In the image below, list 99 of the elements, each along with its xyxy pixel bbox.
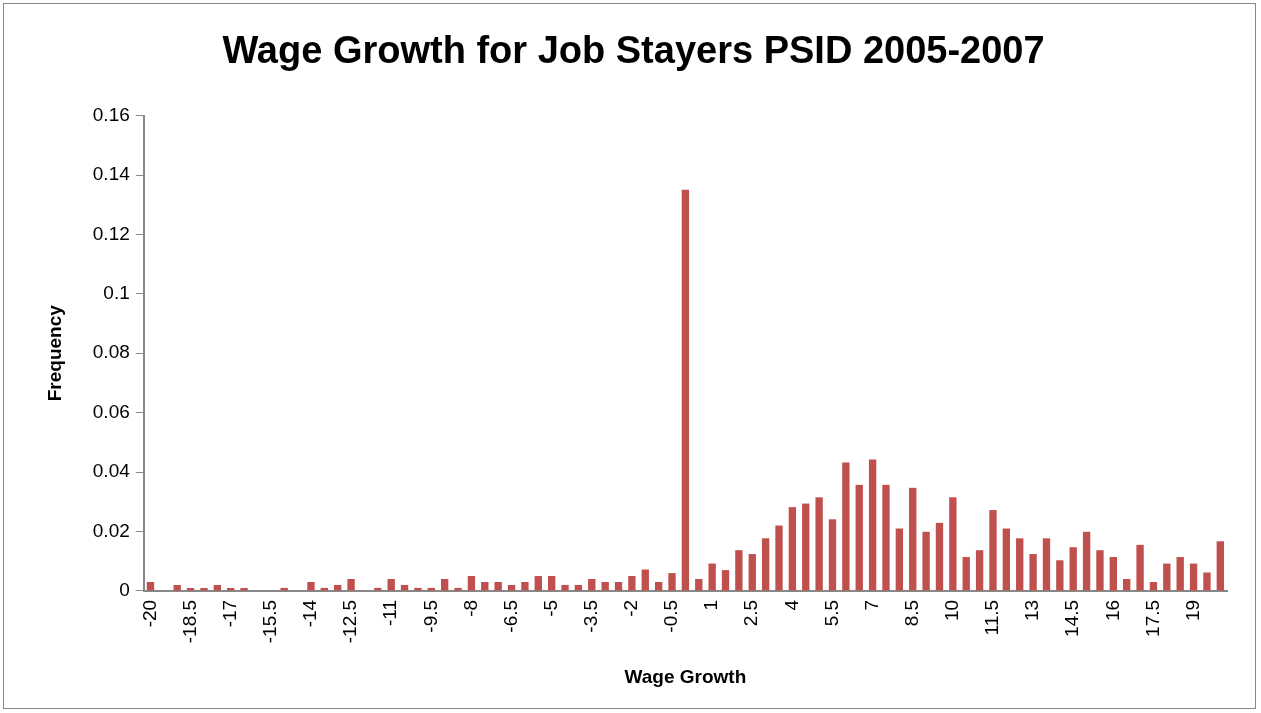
bar: [748, 554, 756, 591]
bar: [1029, 554, 1037, 591]
bar: [855, 484, 863, 591]
bar: [882, 484, 890, 591]
x-tick-label: 1: [700, 599, 722, 611]
bar: [1069, 547, 1077, 591]
x-tick-label: 16: [1101, 599, 1123, 622]
y-tick-label: 0.14: [92, 163, 131, 185]
y-tick-label: 0: [119, 579, 130, 601]
bar: [842, 462, 850, 591]
x-tick-label: -6.5: [499, 599, 521, 633]
bar: [1149, 581, 1158, 591]
x-tick-label: 4: [780, 599, 802, 611]
bar: [695, 579, 703, 591]
chart-title: Wage Growth for Job Stayers PSID 2005-2007: [222, 29, 1045, 72]
x-tick-label: 13: [1021, 599, 1043, 622]
x-tick-label: -12.5: [339, 599, 361, 644]
bar: [761, 538, 770, 591]
bar: [481, 581, 489, 591]
bar: [735, 550, 743, 591]
bar: [975, 550, 984, 591]
bar: [1216, 541, 1224, 591]
bar: [1136, 544, 1144, 591]
bar: [668, 573, 676, 591]
bar: [1163, 563, 1171, 591]
bar: [1189, 563, 1198, 591]
x-tick-label: 8.5: [900, 599, 922, 627]
bar: [467, 576, 476, 591]
bar: [708, 563, 716, 591]
x-tick-label: -15.5: [259, 599, 281, 644]
bar: [494, 581, 502, 591]
bar: [1016, 538, 1024, 591]
y-tick-label: 0.1: [103, 282, 130, 304]
bar: [534, 576, 542, 591]
x-tick-label: 19: [1181, 599, 1203, 622]
bar: [1082, 531, 1091, 591]
bar: [1123, 579, 1131, 591]
x-tick-label: -18.5: [178, 599, 200, 644]
bar: [1002, 528, 1011, 591]
bar: [588, 579, 596, 591]
bar: [1096, 550, 1104, 591]
bar: [949, 497, 957, 591]
bar: [1203, 572, 1211, 591]
x-tick-label: 10: [941, 599, 963, 622]
bar: [521, 581, 529, 591]
bar: [1109, 557, 1118, 591]
x-axis-title: Wage Growth: [624, 665, 747, 687]
bar: [387, 579, 395, 591]
y-tick-label: 0.12: [92, 222, 130, 244]
bar: [895, 528, 904, 591]
x-tick-label: -11: [379, 599, 401, 626]
x-tick-label: 14.5: [1061, 599, 1083, 637]
x-tick-label: -17: [218, 599, 240, 628]
bar: [962, 557, 970, 591]
bar: [721, 570, 730, 591]
bar: [1056, 560, 1064, 591]
bar: [815, 497, 823, 591]
bar: [347, 579, 355, 591]
x-tick-label: 11.5: [981, 599, 1003, 636]
x-tick-label: -3.5: [580, 599, 602, 633]
y-axis-title: Frequency: [43, 304, 65, 402]
bar: [1176, 557, 1184, 591]
bar: [935, 522, 944, 591]
bar: [802, 503, 810, 591]
bar: [547, 576, 556, 591]
x-tick-label: -8: [459, 599, 481, 617]
x-tick-label: -9.5: [419, 599, 441, 633]
x-tick-label: -0.5: [660, 599, 682, 633]
bar: [628, 576, 636, 591]
x-tick-label: -5: [539, 599, 561, 617]
bar: [441, 579, 449, 591]
x-tick-label: -14: [299, 599, 321, 628]
y-tick-label: 0.02: [92, 519, 130, 541]
x-tick-label: 5.5: [820, 599, 842, 627]
y-tick-label: 0.04: [92, 460, 131, 482]
x-tick-label: -2: [620, 599, 642, 617]
bar: [601, 581, 609, 591]
bar: [868, 459, 877, 591]
bar: [922, 531, 930, 591]
bar: [828, 519, 837, 591]
bar: [681, 189, 690, 591]
bar: [614, 581, 623, 591]
bar: [307, 581, 315, 591]
bar: [788, 507, 797, 591]
y-tick-label: 0.08: [92, 341, 130, 363]
bar: [654, 581, 663, 591]
x-tick-label: 17.5: [1141, 599, 1163, 637]
y-tick-label: 0.16: [92, 103, 130, 125]
bar: [989, 510, 997, 591]
x-tick-label: 7: [860, 599, 882, 611]
y-tick-label: 0.06: [92, 400, 130, 422]
bar: [561, 584, 569, 591]
bar: [775, 525, 783, 591]
x-tick-label: -20: [138, 599, 160, 628]
bar: [146, 581, 155, 591]
x-tick-label: 2.5: [740, 599, 762, 627]
bar: [641, 569, 649, 591]
bar: [909, 487, 917, 591]
bar: [1042, 538, 1051, 591]
